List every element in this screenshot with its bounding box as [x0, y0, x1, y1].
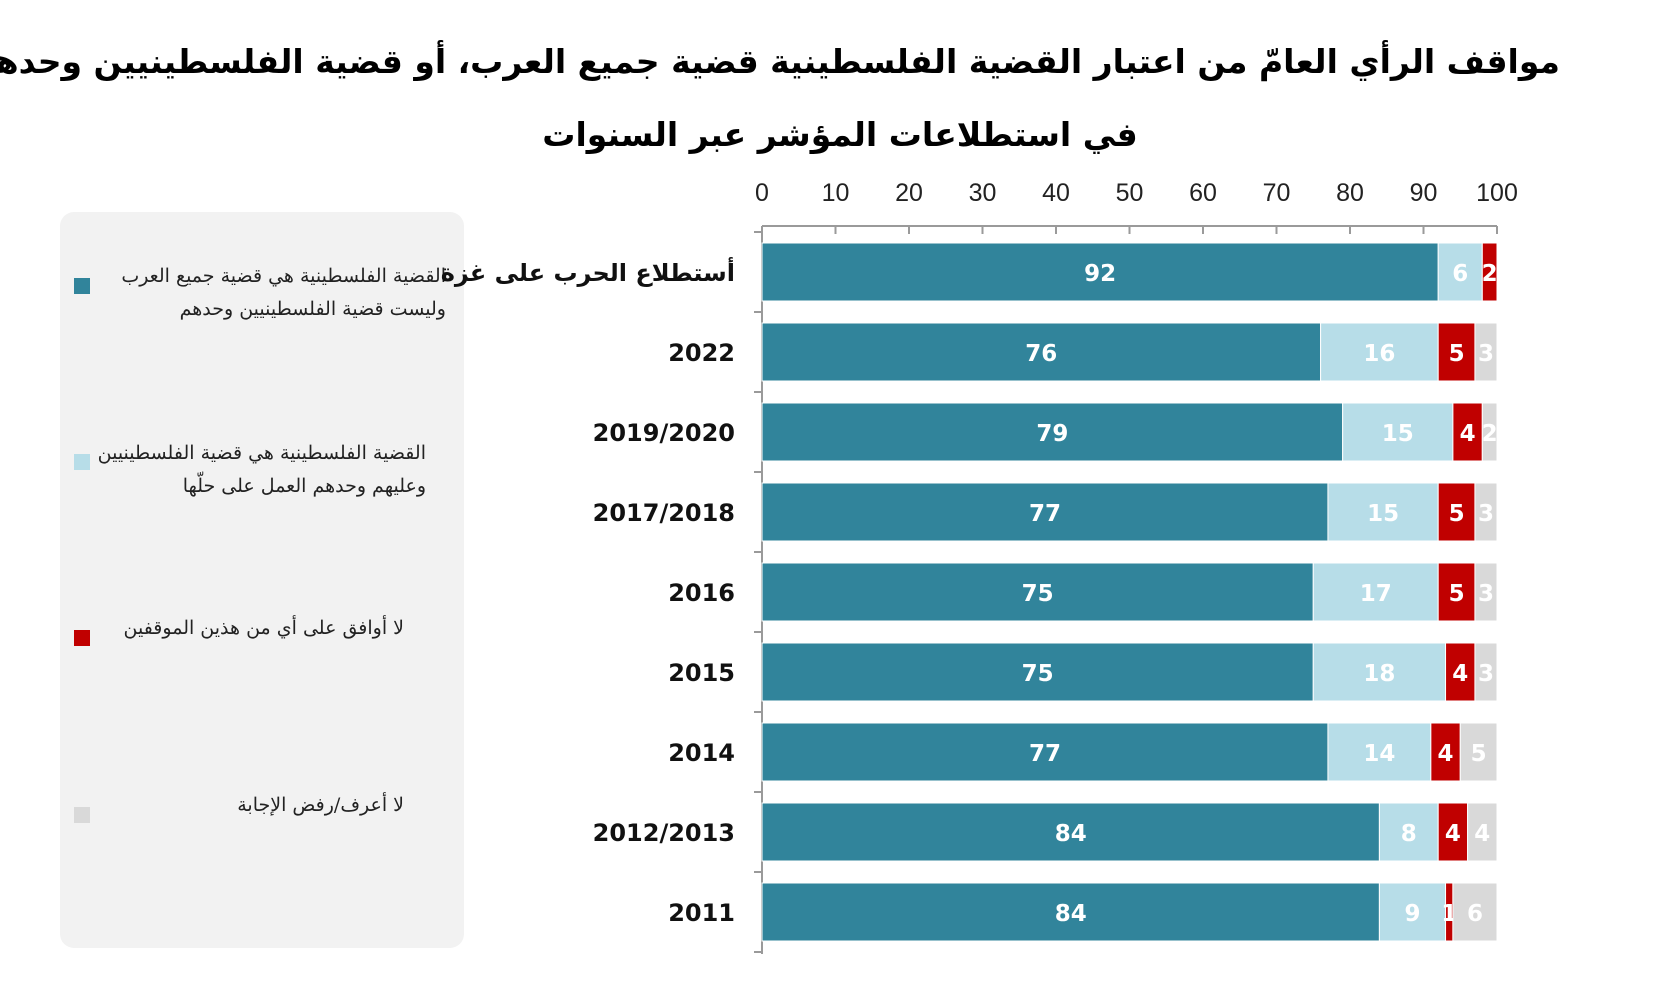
data-label-6-0: 77: [1029, 741, 1061, 767]
bar-segment-2-2: [1452, 402, 1483, 462]
bar-segment-4-3: [1474, 562, 1498, 622]
data-label-0-1: 6: [1452, 261, 1468, 287]
bar-segment-6-1: [1327, 722, 1432, 782]
bar-segment-3-3: [1474, 482, 1498, 542]
data-label-2-3: 2: [1482, 421, 1498, 447]
category-label-8: 2011: [668, 899, 735, 927]
data-label-6-1: 14: [1363, 741, 1395, 767]
data-label-5-3: 3: [1478, 661, 1494, 687]
legend-label-dont-know: لا أعرف/رفض الإجابة: [237, 794, 404, 816]
bar-segment-2-3: [1481, 402, 1498, 462]
bar-segment-8-3: [1452, 882, 1498, 942]
x-tick-label-90: 90: [1410, 179, 1438, 207]
data-label-1-0: 76: [1025, 341, 1057, 367]
x-tick-label-80: 80: [1336, 179, 1364, 207]
bar-segment-1-0: [761, 322, 1322, 382]
category-label-4: 2016: [668, 579, 735, 607]
bar-segment-5-1: [1312, 642, 1447, 702]
bar-segment-2-0: [761, 402, 1344, 462]
data-label-3-1: 15: [1367, 501, 1399, 527]
bar-segment-0-2: [1481, 242, 1498, 302]
legend-swatch-arab-cause: [74, 278, 90, 294]
x-tick-label-30: 30: [969, 179, 997, 207]
legend-swatch-disagree-both: [74, 630, 90, 646]
category-label-1: 2022: [668, 339, 735, 367]
data-label-8-0: 84: [1055, 901, 1087, 927]
data-label-8-3: 6: [1467, 901, 1483, 927]
legend: القضية الفلسطينية هي قضية جميع العرب ولي…: [60, 212, 464, 948]
data-label-7-1: 8: [1401, 821, 1417, 847]
bar-segment-7-0: [761, 802, 1380, 862]
data-label-2-2: 4: [1460, 421, 1476, 447]
category-label-6: 2014: [668, 739, 735, 767]
data-label-1-3: 3: [1478, 341, 1494, 367]
bar-segment-7-2: [1437, 802, 1469, 862]
bar-segment-6-3: [1459, 722, 1498, 782]
x-tick-label-100: 100: [1476, 179, 1518, 207]
data-label-4-0: 75: [1022, 581, 1054, 607]
bar-segment-0-1: [1437, 242, 1483, 302]
x-tick-label-40: 40: [1042, 179, 1070, 207]
bar-segment-5-3: [1474, 642, 1498, 702]
bar-segment-1-3: [1474, 322, 1498, 382]
data-label-7-0: 84: [1055, 821, 1087, 847]
bar-segment-5-0: [761, 642, 1314, 702]
data-label-6-3: 5: [1471, 741, 1487, 767]
data-label-1-1: 16: [1363, 341, 1395, 367]
x-tick-label-0: 0: [755, 179, 769, 207]
bar-segment-4-1: [1312, 562, 1439, 622]
data-label-3-0: 77: [1029, 501, 1061, 527]
data-label-1-2: 5: [1449, 341, 1465, 367]
bar-segment-7-1: [1378, 802, 1439, 862]
category-label-2: 2019/2020: [593, 419, 735, 447]
category-label-0: أستطلاع الحرب على غزة: [441, 257, 735, 287]
data-label-0-0: 92: [1084, 261, 1116, 287]
x-tick-label-20: 20: [895, 179, 923, 207]
bar-segment-0-0: [761, 242, 1439, 302]
data-label-5-1: 18: [1363, 661, 1395, 687]
data-label-2-0: 79: [1036, 421, 1068, 447]
data-label-8-1: 9: [1404, 901, 1420, 927]
data-label-4-3: 3: [1478, 581, 1494, 607]
category-label-7: 2012/2013: [593, 819, 735, 847]
data-label-0-2: 2: [1482, 261, 1498, 287]
data-label-3-3: 3: [1478, 501, 1494, 527]
legend-swatch-palestinian-cause: [74, 454, 90, 470]
category-label-5: 2015: [668, 659, 735, 687]
bar-segment-3-1: [1327, 482, 1439, 542]
bar-segment-6-0: [761, 722, 1329, 782]
data-label-2-1: 15: [1382, 421, 1414, 447]
category-label-3: 2017/2018: [593, 499, 735, 527]
bar-segment-5-2: [1445, 642, 1476, 702]
x-tick-label-10: 10: [822, 179, 850, 207]
bar-segment-3-0: [761, 482, 1329, 542]
legend-label-disagree-both: لا أوافق على أي من هذين الموقفين: [123, 617, 405, 639]
data-label-6-2: 4: [1438, 741, 1454, 767]
bar-segment-7-3: [1467, 802, 1498, 862]
bar-segment-4-2: [1437, 562, 1476, 622]
x-tick-label-60: 60: [1189, 179, 1217, 207]
legend-label-arab-cause: القضية الفلسطينية هي قضية جميع العرب ولي…: [121, 265, 446, 320]
x-tick-label-50: 50: [1116, 179, 1144, 207]
data-label-5-0: 75: [1022, 661, 1054, 687]
bar-segment-8-1: [1378, 882, 1447, 942]
data-label-7-2: 4: [1445, 821, 1461, 847]
data-label-7-3: 4: [1474, 821, 1490, 847]
data-label-4-1: 17: [1360, 581, 1392, 607]
data-label-5-2: 4: [1452, 661, 1468, 687]
x-tick-label-70: 70: [1263, 179, 1291, 207]
chart-title: مواقف الرأي العامّ من اعتبار القضية الفل…: [0, 42, 1560, 81]
legend-label-palestinian-cause: القضية الفلسطينية هي قضية الفلسطينيين وع…: [97, 442, 426, 497]
bar-segment-8-0: [761, 882, 1380, 942]
legend-swatch-dont-know: [74, 807, 90, 823]
data-label-4-2: 5: [1449, 581, 1465, 607]
chart-subtitle: في استطلاعات المؤشر عبر السنوات: [542, 115, 1138, 154]
data-label-3-2: 5: [1449, 501, 1465, 527]
